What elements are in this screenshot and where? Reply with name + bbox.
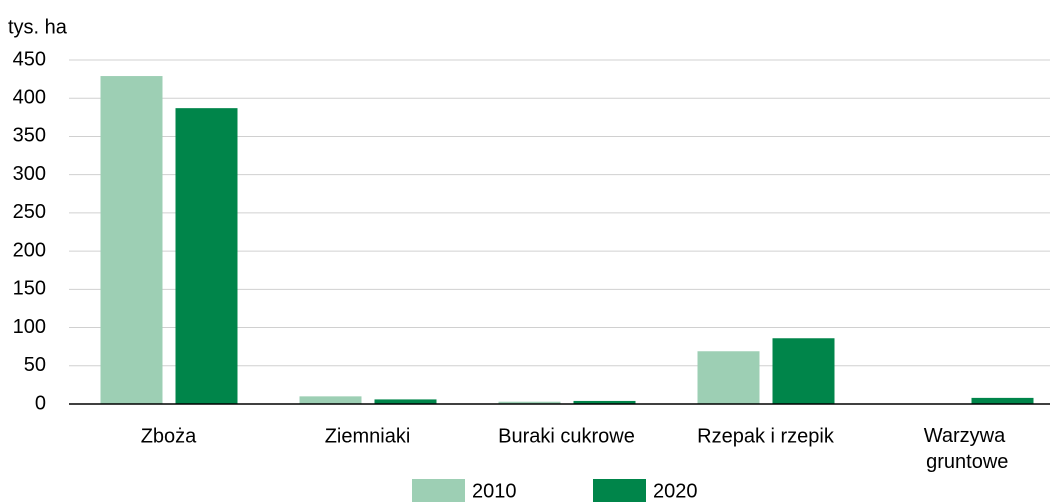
bar [971, 397, 1034, 404]
y-tick-label: 350 [13, 125, 46, 147]
bar [772, 338, 835, 404]
bar [498, 401, 561, 404]
y-axis-title: tys. ha [8, 16, 68, 38]
bar [573, 400, 636, 404]
y-tick-label: 450 [13, 48, 46, 70]
legend-label: 2010 [472, 480, 517, 502]
bar [697, 351, 760, 404]
x-tick-label: Ziemniaki [325, 425, 411, 447]
y-tick-label: 250 [13, 201, 46, 223]
y-tick-label: 150 [13, 278, 46, 300]
x-tick-label: Rzepak i rzepik [697, 425, 835, 447]
y-tick-label: 100 [13, 316, 46, 338]
bar [175, 108, 238, 404]
x-tick-label: Buraki cukrowe [498, 425, 635, 447]
y-tick-label: 50 [24, 354, 46, 376]
legend-label: 2020 [653, 480, 698, 502]
x-tick-label: Zboża [141, 425, 197, 447]
y-tick-label: 0 [35, 392, 46, 414]
y-tick-label: 200 [13, 239, 46, 261]
bar [299, 396, 362, 404]
bar [374, 399, 437, 404]
y-tick-label: 300 [13, 163, 46, 185]
y-tick-label: 400 [13, 87, 46, 109]
legend-swatch [593, 479, 646, 502]
x-tick-label: Warzywa gruntowe [921, 425, 1009, 473]
legend-swatch [412, 479, 465, 502]
bar [100, 76, 163, 404]
